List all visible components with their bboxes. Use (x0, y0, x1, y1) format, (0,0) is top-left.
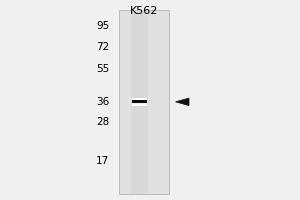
Text: 36: 36 (96, 97, 110, 107)
Bar (133, 104, 146, 105)
Bar (133, 105, 146, 106)
Text: 17: 17 (96, 156, 110, 166)
Bar (133, 98, 146, 99)
Polygon shape (176, 98, 189, 106)
Bar (133, 99, 146, 100)
Bar (133, 100, 146, 101)
Text: 72: 72 (96, 42, 110, 52)
Bar (133, 100, 146, 101)
Text: K562: K562 (130, 6, 158, 16)
Bar (133, 103, 146, 104)
Bar (133, 102, 146, 103)
Bar (133, 101, 146, 102)
Bar (133, 104, 146, 105)
Bar (133, 105, 146, 106)
Bar (133, 99, 146, 100)
Text: 28: 28 (96, 117, 110, 127)
Bar (133, 100, 146, 103)
Bar (118, 10, 169, 194)
Bar (131, 10, 148, 194)
Text: 95: 95 (96, 21, 110, 31)
Text: 55: 55 (96, 64, 110, 74)
